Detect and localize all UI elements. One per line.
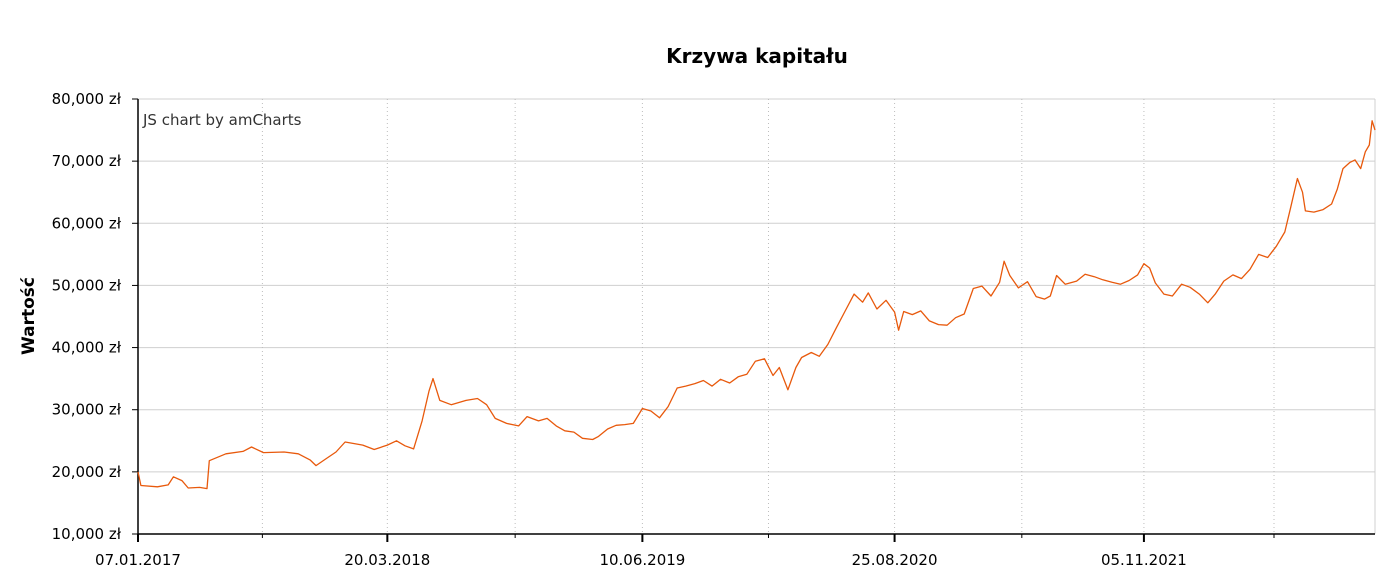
y-tick-label: 30,000 zł — [52, 401, 122, 419]
x-tick-label: 07.01.2017 — [95, 551, 181, 569]
series-layer — [137, 120, 1376, 490]
y-tick-label: 10,000 zł — [52, 525, 122, 543]
chart-credit[interactable]: JS chart by amCharts — [142, 111, 302, 129]
y-axis-label: Wartość — [19, 277, 39, 355]
equity-line — [137, 120, 1376, 490]
axis-layer: 80,000 zł 70,000 zł 60,000 zł 50,000 zł 40,0… — [52, 90, 1375, 569]
chart-title: Krzywa kapitału — [666, 44, 848, 68]
y-tick-label: 40,000 zł — [52, 339, 122, 357]
y-tick-label: 80,000 zł — [52, 90, 122, 108]
x-tick-label: 25.08.2020 — [852, 551, 938, 569]
y-tick-label: 70,000 zł — [52, 152, 122, 170]
x-tick-label: 05.11.2021 — [1101, 551, 1187, 569]
y-tick-label: 60,000 zł — [52, 214, 122, 232]
y-tick-label: 20,000 zł — [52, 463, 122, 481]
y-tick-label: 50,000 zł — [52, 276, 122, 294]
x-tick-label: 20.03.2018 — [344, 551, 430, 569]
grid-layer — [138, 98, 1376, 534]
x-tick-label: 10.06.2019 — [599, 551, 685, 569]
